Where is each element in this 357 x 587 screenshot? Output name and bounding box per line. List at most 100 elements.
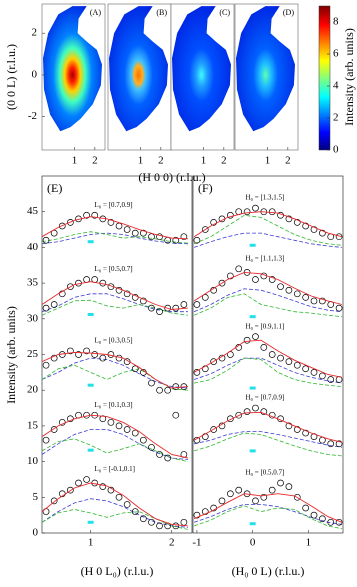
data-point xyxy=(67,219,74,226)
data-point xyxy=(268,208,276,216)
component-curve xyxy=(41,231,188,244)
data-point xyxy=(227,272,234,280)
data-point xyxy=(67,347,74,355)
colorbar-label: Intensity (arb. units) xyxy=(342,28,356,126)
marker xyxy=(87,383,94,387)
x-tick-label: 1 xyxy=(138,155,144,167)
data-point xyxy=(319,515,326,523)
data-point xyxy=(156,386,163,394)
colorbar-tick-label: 0 xyxy=(333,144,339,156)
plot-frame xyxy=(192,175,344,534)
fit-curve xyxy=(193,339,342,378)
y-tick-label: 20 xyxy=(27,384,39,396)
background-curve xyxy=(41,429,188,460)
x-tick-label: 2 xyxy=(169,537,175,549)
group-label: L₀ = [0.7,0.9] xyxy=(95,201,133,209)
background-curve xyxy=(41,232,188,245)
data-point xyxy=(285,422,293,430)
data-point xyxy=(252,333,259,340)
data-point xyxy=(227,490,234,498)
data-point xyxy=(193,511,201,519)
data-point xyxy=(131,508,139,515)
data-point xyxy=(123,226,131,233)
data-point xyxy=(83,347,90,355)
colorbar-tick-label: 2 xyxy=(333,112,339,124)
data-point xyxy=(302,222,309,230)
data-point xyxy=(107,418,115,426)
data-point xyxy=(327,376,335,383)
group-label: H₀ = [0.5,0.7] xyxy=(246,469,285,477)
data-point xyxy=(164,386,172,394)
marker xyxy=(87,520,94,524)
y-tick-label: 0 xyxy=(32,68,38,80)
x-tick-label: 1 xyxy=(72,155,78,167)
data-point xyxy=(42,304,50,312)
marker xyxy=(249,449,256,453)
data-point xyxy=(42,361,50,369)
marker xyxy=(249,243,256,247)
fit-curve xyxy=(41,414,188,459)
component-curve xyxy=(41,299,188,316)
data-point xyxy=(277,283,284,291)
data-point xyxy=(115,493,123,501)
panel-label: (F) xyxy=(198,181,213,195)
marker xyxy=(87,448,94,452)
data-point xyxy=(148,233,155,241)
data-point xyxy=(252,404,259,412)
x-tick-label: 1 xyxy=(306,537,312,549)
data-point xyxy=(180,518,188,526)
data-point xyxy=(210,358,217,365)
data-point xyxy=(293,361,301,369)
colorbar xyxy=(318,5,331,151)
data-point xyxy=(172,304,180,312)
component-curve xyxy=(193,214,342,246)
y-axis-label: (0 0 L) (r.l.u.) xyxy=(4,44,18,110)
data-point xyxy=(107,219,115,226)
data-point xyxy=(131,229,139,237)
data-point xyxy=(201,294,209,301)
colorbar-tick-label: 4 xyxy=(333,80,339,92)
data-point xyxy=(277,354,284,362)
data-point xyxy=(227,415,234,423)
data-point xyxy=(201,508,209,515)
data-point xyxy=(123,426,131,433)
data-point xyxy=(218,497,226,505)
y-tick-label: 15 xyxy=(27,419,39,431)
data-point xyxy=(285,286,293,294)
data-point xyxy=(335,233,343,241)
data-point xyxy=(293,493,301,501)
data-point xyxy=(293,219,301,226)
y-tick-label: 2 xyxy=(32,27,38,39)
data-point xyxy=(302,365,309,373)
component-curve xyxy=(193,505,342,530)
x-axis-label: (H 0 L₀) (r.l.u.) xyxy=(81,564,154,578)
panel-label: (C) xyxy=(219,8,230,17)
background-curve xyxy=(193,357,342,384)
data-point xyxy=(83,211,90,219)
data-point xyxy=(131,429,139,437)
component-curve xyxy=(41,438,188,462)
data-point xyxy=(67,283,74,291)
data-point xyxy=(310,226,318,233)
data-point xyxy=(83,476,90,483)
data-point xyxy=(293,426,301,433)
background-curve xyxy=(41,498,188,528)
fit-curve xyxy=(193,493,343,523)
fit-curve xyxy=(41,216,188,240)
x-axis-label: (H 0 0) (r.l.u.) xyxy=(138,170,205,184)
y-tick-label: -2 xyxy=(28,110,37,122)
data-point xyxy=(180,301,188,308)
data-point xyxy=(285,358,293,365)
data-point xyxy=(58,222,66,230)
x-tick-label: 1 xyxy=(88,537,94,549)
data-point xyxy=(252,497,259,505)
data-point xyxy=(252,276,259,283)
colorbar-tick-label: 8 xyxy=(333,16,339,28)
data-point xyxy=(335,304,343,312)
x-tick-label: 2 xyxy=(92,155,98,167)
marker xyxy=(87,240,94,244)
data-point xyxy=(172,383,180,390)
data-point xyxy=(277,479,284,487)
data-point xyxy=(235,486,243,494)
group-label: H₀ = [0.7,0.9] xyxy=(246,394,285,402)
